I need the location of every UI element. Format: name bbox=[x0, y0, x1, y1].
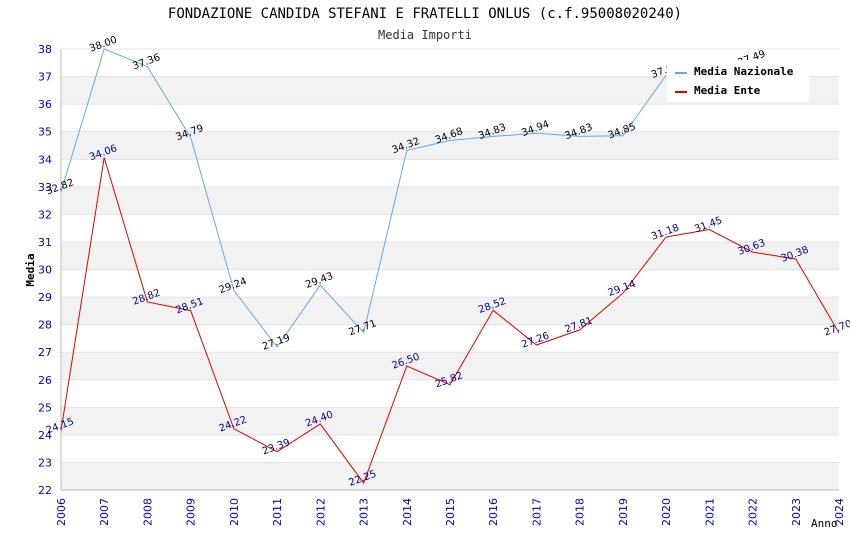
y-tick-label: 32 bbox=[38, 208, 52, 221]
legend-label-media-ente: Media Ente bbox=[694, 84, 761, 97]
x-tick-label: 2018 bbox=[574, 498, 587, 526]
y-tick-label: 28 bbox=[38, 319, 52, 332]
y-tick-label: 34 bbox=[38, 153, 52, 166]
legend-background bbox=[667, 60, 809, 102]
x-axis-title: Anno bbox=[811, 517, 838, 530]
y-tick-label: 26 bbox=[38, 374, 52, 387]
x-tick-label: 2010 bbox=[228, 498, 241, 526]
grid-band bbox=[61, 407, 839, 435]
y-tick-label: 29 bbox=[38, 291, 52, 304]
y-tick-labels: 22 23 24 25 26 27 28 29 30 31 32 33 34 35 36 37 38 bbox=[38, 43, 52, 497]
grid-band bbox=[61, 352, 839, 380]
grid-band bbox=[61, 241, 839, 270]
series-lines bbox=[60, 49, 840, 485]
y-tick-label: 31 bbox=[38, 236, 52, 249]
data-label: 27.19 bbox=[261, 333, 292, 353]
y-tick-label: 33 bbox=[38, 181, 52, 194]
y-tick-label: 22 bbox=[38, 484, 52, 497]
x-tick-label: 2014 bbox=[401, 498, 414, 526]
y-axis-title: Media bbox=[24, 253, 37, 286]
y-tick-label: 38 bbox=[38, 43, 52, 56]
data-label: 29.43 bbox=[304, 271, 335, 291]
data-label: 37.36 bbox=[131, 52, 162, 72]
x-tick-label: 2017 bbox=[530, 498, 543, 526]
y-tick-label: 25 bbox=[38, 401, 52, 414]
x-tick-label: 2019 bbox=[617, 498, 630, 526]
y-tick-label: 24 bbox=[38, 429, 52, 442]
x-tick-label: 2013 bbox=[358, 498, 371, 526]
x-tick-label: 2020 bbox=[660, 498, 673, 526]
legend-label-media-nazionale: Media Nazionale bbox=[694, 65, 794, 78]
legend: Media Nazionale Media Ente bbox=[667, 60, 809, 102]
x-tick-label: 2023 bbox=[790, 498, 803, 526]
x-tick-label: 2009 bbox=[185, 498, 198, 526]
chart-title: FONDAZIONE CANDIDA STEFANI E FRATELLI ON… bbox=[168, 6, 682, 22]
x-tick-label: 2006 bbox=[55, 498, 68, 526]
series-line-media-ente bbox=[60, 157, 840, 485]
data-label: 31.45 bbox=[693, 215, 724, 235]
data-label: 29.14 bbox=[607, 279, 638, 299]
x-tick-label: 2007 bbox=[98, 498, 111, 526]
x-tick-label: 2008 bbox=[141, 498, 154, 526]
x-tick-label: 2024 bbox=[833, 498, 846, 526]
x-tick-label: 2012 bbox=[314, 498, 327, 526]
grid-band bbox=[61, 186, 839, 215]
data-label: 31.18 bbox=[650, 223, 681, 243]
data-label: 23.39 bbox=[261, 437, 292, 457]
x-tick-label: 2011 bbox=[271, 498, 284, 526]
chart-subtitle: Media Importi bbox=[378, 28, 472, 42]
x-tick-label: 2022 bbox=[747, 498, 760, 526]
data-label: 29.24 bbox=[218, 276, 249, 296]
y-tick-label: 30 bbox=[38, 264, 52, 277]
x-tick-labels: 2006 2007 2008 2009 2010 2011 2012 2013 2014 2015… bbox=[55, 498, 846, 526]
y-tick-label: 23 bbox=[38, 456, 52, 469]
grid-bands bbox=[61, 76, 839, 490]
y-tick-label: 35 bbox=[38, 126, 52, 139]
y-tick-label: 36 bbox=[38, 98, 52, 111]
y-tick-label: 27 bbox=[38, 346, 52, 359]
grid-band bbox=[61, 462, 839, 490]
y-tick-label: 37 bbox=[38, 71, 52, 84]
x-tick-label: 2015 bbox=[444, 498, 457, 526]
data-label: 27.26 bbox=[520, 331, 551, 351]
x-tick-label: 2021 bbox=[703, 498, 716, 526]
grid-band bbox=[61, 131, 839, 160]
x-tick-label: 2016 bbox=[487, 498, 500, 526]
